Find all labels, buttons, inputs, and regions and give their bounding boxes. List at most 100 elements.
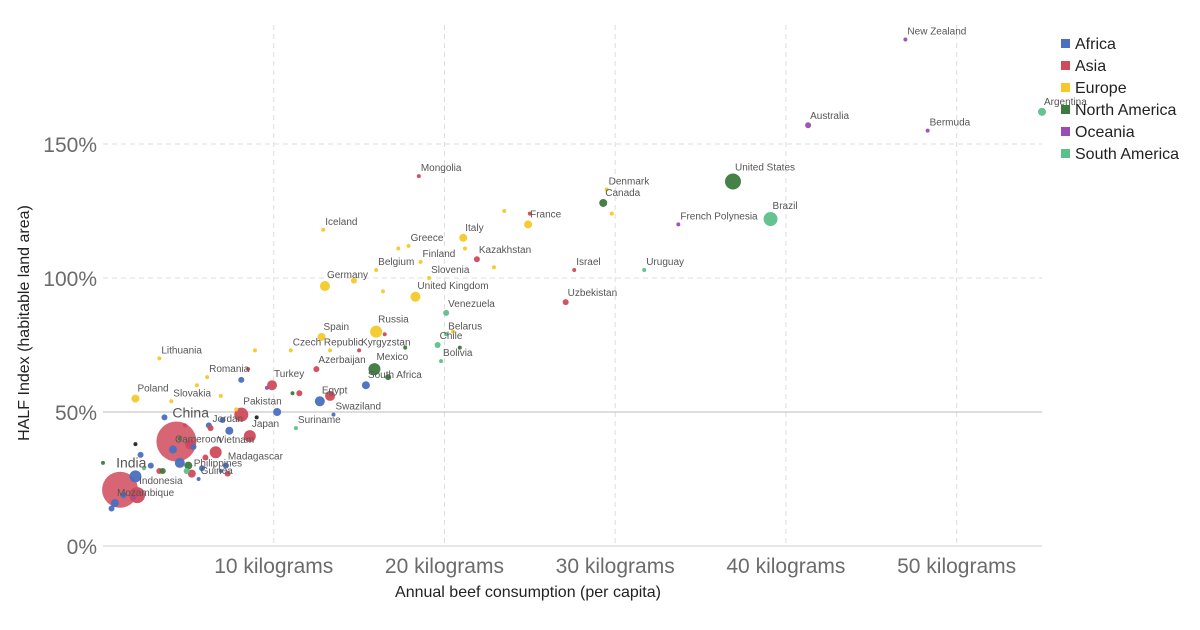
point-label-suriname: Suriname bbox=[298, 415, 341, 426]
point-asia-azerbaijan bbox=[313, 366, 320, 373]
point-label-finland: Finland bbox=[423, 249, 456, 260]
point-europe-italy bbox=[459, 233, 468, 242]
point-africa bbox=[219, 417, 226, 424]
point-label-indonesia: Indonesia bbox=[139, 476, 183, 487]
point-label-russia: Russia bbox=[378, 315, 409, 326]
point-label-kyrgyzstan: Kyrgyzstan bbox=[361, 337, 410, 348]
y-tick-label: 100% bbox=[43, 268, 97, 291]
point-north-america-mexico bbox=[368, 363, 381, 376]
point-africa bbox=[147, 462, 154, 469]
point-europe-germany bbox=[319, 281, 330, 292]
point-asia-israel bbox=[572, 267, 577, 272]
point-label-uzbekistan: Uzbekistan bbox=[568, 288, 617, 299]
point-label-mexico: Mexico bbox=[376, 352, 408, 363]
point-asia-uzbekistan bbox=[562, 299, 569, 306]
point-europe-poland bbox=[131, 394, 140, 403]
point-label-vietnam: Vietnam bbox=[218, 435, 255, 446]
point-label-pakistan: Pakistan bbox=[243, 397, 281, 408]
point-africa-cameroon bbox=[168, 445, 177, 454]
x-tick-label: 50 kilograms bbox=[897, 555, 1016, 578]
point-label-turkey: Turkey bbox=[274, 369, 304, 380]
x-axis-title: Annual beef consumption (per capita) bbox=[395, 584, 661, 601]
point-africa bbox=[218, 468, 223, 473]
point-europe-united-kingdom bbox=[410, 291, 421, 302]
point-europe bbox=[328, 348, 333, 353]
point-africa bbox=[137, 451, 144, 458]
point-labels-layer: Egypt South Africa Swaziland Cameroon Madaga… bbox=[116, 26, 1087, 499]
point-asia-japan bbox=[243, 430, 256, 443]
point-north-america bbox=[385, 374, 392, 381]
legend-label-oceania: Oceania bbox=[1075, 124, 1135, 141]
point-label-guinea: Guinea bbox=[201, 466, 234, 477]
point-europe bbox=[462, 246, 467, 251]
legend-label-africa: Africa bbox=[1075, 36, 1116, 53]
point-label-denmark: Denmark bbox=[609, 177, 651, 188]
point-africa-madagascar bbox=[222, 462, 229, 469]
point-south-america-argentina bbox=[1038, 107, 1046, 116]
point-africa-swaziland bbox=[331, 412, 336, 417]
point-asia-jordan bbox=[207, 425, 214, 432]
point-europe-denmark bbox=[604, 187, 609, 192]
point-other bbox=[133, 442, 138, 447]
point-africa bbox=[225, 426, 234, 435]
point-africa bbox=[273, 408, 282, 416]
point-label-cameroon: Cameroon bbox=[175, 435, 222, 446]
point-label-uruguay: Uruguay bbox=[646, 257, 684, 268]
point-label-bolivia: Bolivia bbox=[443, 348, 473, 359]
x-tick-label: 40 kilograms bbox=[726, 555, 845, 578]
point-europe-belgium bbox=[374, 267, 379, 272]
point-asia bbox=[325, 390, 336, 401]
point-north-america bbox=[177, 436, 182, 441]
point-asia bbox=[224, 470, 231, 477]
point-europe bbox=[380, 289, 385, 294]
point-africa bbox=[161, 414, 168, 421]
point-asia-kyrgyzstan bbox=[357, 348, 362, 353]
point-label-united-kingdom: United Kingdom bbox=[417, 281, 488, 292]
y-tick-label: 0% bbox=[67, 536, 97, 559]
point-label-canada: Canada bbox=[605, 188, 640, 199]
grid-layer bbox=[103, 25, 1042, 547]
point-africa-guinea bbox=[196, 477, 201, 481]
point-label-venezuela: Venezuela bbox=[448, 299, 495, 310]
point-north-america bbox=[403, 345, 408, 350]
point-label-argentina: Argentina bbox=[1044, 97, 1087, 108]
point-europe bbox=[491, 265, 496, 270]
point-europe bbox=[194, 383, 199, 388]
point-south-america-bolivia bbox=[439, 359, 444, 364]
point-africa bbox=[199, 465, 206, 472]
legend-swatch-europe bbox=[1061, 83, 1070, 92]
point-europe bbox=[502, 209, 507, 213]
point-label-italy: Italy bbox=[465, 223, 483, 234]
point-south-america-chile bbox=[434, 342, 441, 348]
point-africa bbox=[190, 443, 197, 450]
point-south-america bbox=[183, 467, 190, 474]
point-asia-pakistan bbox=[234, 407, 249, 422]
point-south-america-brazil bbox=[763, 212, 778, 227]
point-asia bbox=[527, 211, 532, 216]
point-asia bbox=[382, 332, 387, 337]
point-label-china: China bbox=[172, 404, 209, 420]
x-tick-label: 20 kilograms bbox=[385, 555, 504, 578]
point-label-brazil: Brazil bbox=[773, 201, 798, 212]
point-europe-russia bbox=[370, 325, 383, 338]
point-europe bbox=[609, 211, 614, 216]
point-europe bbox=[450, 329, 455, 334]
legend-swatch-north-america bbox=[1061, 105, 1070, 114]
point-label-india: India bbox=[116, 455, 147, 471]
point-asia-mongolia bbox=[416, 174, 421, 179]
point-africa bbox=[129, 470, 142, 483]
point-asia-philippines bbox=[187, 469, 196, 478]
point-north-america bbox=[159, 467, 166, 474]
x-tick-labels: 10 kilograms 20 kilograms 30 kilograms 40 k… bbox=[214, 555, 1016, 578]
y-tick-labels: 0% 50% 100% 150% bbox=[43, 134, 97, 559]
point-europe bbox=[396, 246, 401, 251]
point-africa bbox=[238, 376, 245, 383]
point-label-romania: Romania bbox=[209, 364, 249, 375]
point-south-america-suriname bbox=[293, 426, 298, 431]
point-label-spain: Spain bbox=[324, 322, 350, 333]
point-label-philippines: Philippines bbox=[194, 459, 242, 470]
point-asia bbox=[246, 367, 251, 372]
point-label-kazakhstan: Kazakhstan bbox=[479, 245, 531, 256]
point-europe-czech-republic bbox=[288, 348, 293, 353]
